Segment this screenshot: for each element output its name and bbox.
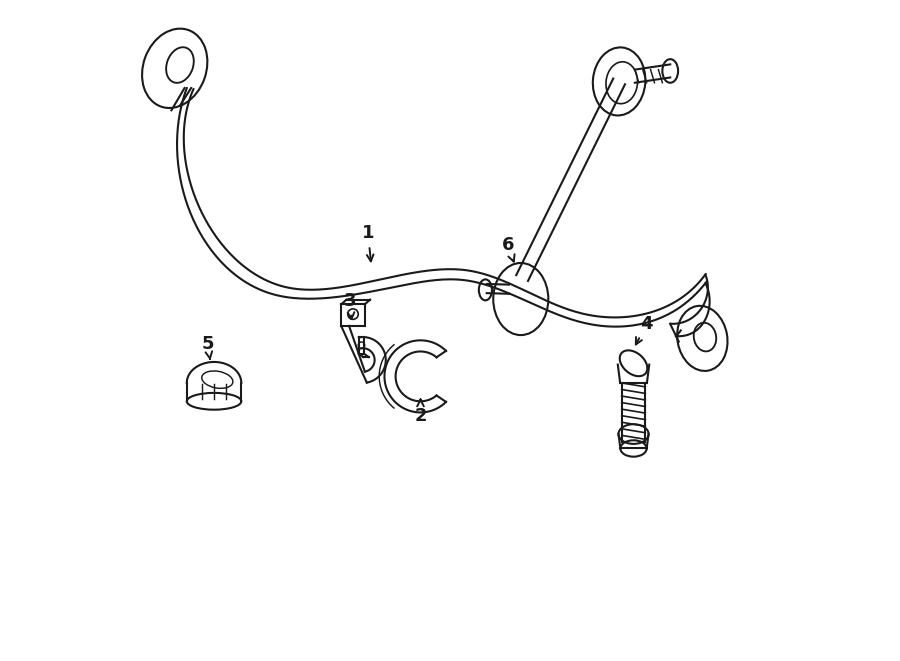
Text: 1: 1 <box>362 225 374 261</box>
Text: 4: 4 <box>635 315 652 344</box>
Text: 5: 5 <box>202 334 213 359</box>
Text: 6: 6 <box>501 236 515 262</box>
Text: 3: 3 <box>344 292 356 319</box>
Text: 2: 2 <box>414 400 427 425</box>
